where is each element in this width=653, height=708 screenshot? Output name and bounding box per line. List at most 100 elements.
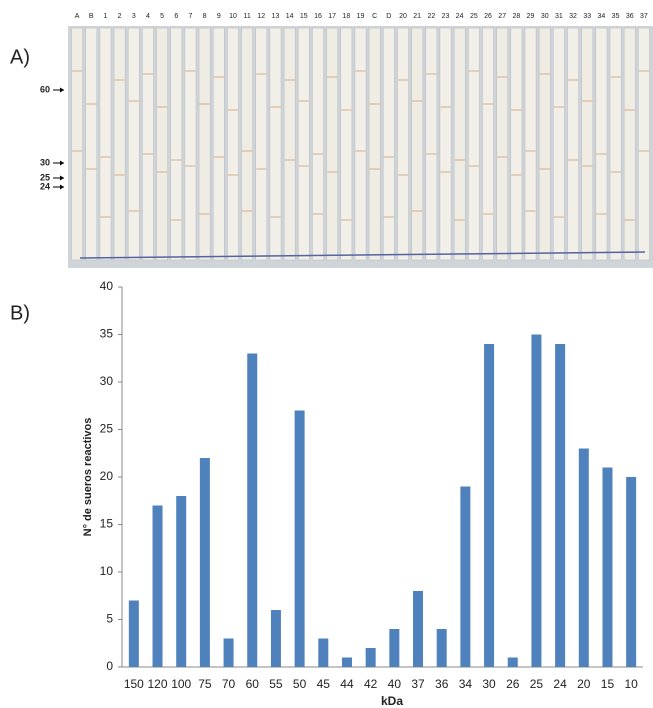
strip bbox=[113, 27, 126, 261]
band bbox=[638, 70, 649, 72]
band bbox=[199, 213, 210, 215]
x-tick-label: 45 bbox=[317, 677, 331, 691]
x-tick-label: 24 bbox=[553, 677, 567, 691]
band bbox=[284, 159, 295, 161]
strip bbox=[198, 27, 211, 261]
band bbox=[567, 79, 579, 81]
band bbox=[624, 109, 635, 111]
bar bbox=[152, 505, 163, 667]
band bbox=[227, 174, 239, 176]
lane-label: 37 bbox=[640, 13, 648, 20]
strip bbox=[297, 27, 310, 261]
strip bbox=[212, 27, 225, 261]
band bbox=[638, 150, 649, 152]
bar bbox=[555, 344, 566, 667]
band bbox=[185, 165, 196, 167]
bar bbox=[176, 496, 187, 667]
strip bbox=[581, 27, 594, 261]
bar bbox=[247, 353, 258, 667]
marker-label: 30 bbox=[40, 157, 50, 167]
strip bbox=[241, 27, 254, 261]
band bbox=[596, 213, 607, 215]
strip bbox=[538, 27, 551, 261]
band bbox=[412, 100, 423, 102]
lane-label: 10 bbox=[229, 13, 237, 20]
band bbox=[383, 156, 394, 158]
band bbox=[72, 70, 83, 72]
lane-label: 13 bbox=[272, 13, 280, 20]
band bbox=[213, 156, 224, 158]
strip bbox=[269, 27, 282, 261]
band bbox=[284, 79, 295, 81]
bar bbox=[294, 410, 305, 667]
x-tick-label: 100 bbox=[171, 677, 191, 691]
y-tick-label: 0 bbox=[106, 659, 113, 673]
strip bbox=[482, 27, 494, 261]
band bbox=[383, 216, 394, 218]
y-axis-label: N° de sueros reactivos bbox=[82, 418, 94, 537]
strip bbox=[340, 27, 353, 261]
lane-label: A bbox=[75, 13, 80, 20]
band bbox=[539, 73, 550, 75]
strip bbox=[595, 27, 608, 261]
bar bbox=[413, 591, 424, 667]
band bbox=[610, 76, 621, 78]
lane-label: 23 bbox=[442, 13, 450, 20]
band bbox=[468, 70, 479, 72]
band bbox=[270, 216, 281, 218]
bar bbox=[318, 638, 329, 667]
band bbox=[582, 100, 593, 102]
strip bbox=[567, 27, 579, 261]
dye-front bbox=[79, 251, 646, 259]
strip bbox=[638, 27, 650, 261]
band bbox=[312, 213, 324, 215]
band bbox=[511, 174, 522, 176]
strip bbox=[382, 27, 395, 261]
band bbox=[454, 159, 465, 161]
strip bbox=[368, 27, 381, 261]
band bbox=[582, 165, 593, 167]
x-tick-label: 50 bbox=[293, 677, 307, 691]
band bbox=[355, 150, 366, 152]
lane-label: B bbox=[89, 13, 94, 20]
marker-arrowhead bbox=[60, 160, 64, 166]
band bbox=[525, 150, 536, 152]
strip bbox=[609, 27, 622, 261]
strip bbox=[156, 27, 168, 261]
strip bbox=[553, 27, 565, 261]
marker-arrowhead bbox=[60, 87, 64, 93]
x-tick-label: 10 bbox=[624, 677, 638, 691]
panel-label: B) bbox=[10, 302, 30, 324]
strip bbox=[623, 27, 636, 261]
x-tick-label: 75 bbox=[198, 677, 212, 691]
band bbox=[397, 174, 409, 176]
y-tick-label: 40 bbox=[100, 279, 114, 293]
band bbox=[412, 210, 423, 212]
lane-label: 9 bbox=[217, 13, 221, 20]
band bbox=[369, 103, 380, 105]
lane-label: 32 bbox=[569, 13, 577, 20]
marker-arrowhead bbox=[60, 175, 64, 181]
bar bbox=[436, 629, 447, 667]
x-axis-label: kDa bbox=[381, 694, 403, 708]
bar bbox=[270, 610, 281, 667]
band bbox=[482, 213, 494, 215]
x-tick-label: 37 bbox=[411, 677, 425, 691]
strip bbox=[127, 27, 140, 261]
strip bbox=[411, 27, 424, 261]
bar bbox=[223, 638, 234, 667]
lane-label: 28 bbox=[512, 13, 520, 20]
x-tick-label: 40 bbox=[388, 677, 402, 691]
bar bbox=[507, 657, 518, 667]
lane-label: 36 bbox=[626, 13, 634, 20]
y-tick-label: 35 bbox=[100, 327, 114, 341]
lane-label: 29 bbox=[527, 13, 535, 20]
band bbox=[227, 109, 239, 111]
band bbox=[567, 159, 579, 161]
bar bbox=[531, 334, 542, 667]
lane-label: 6 bbox=[174, 13, 178, 20]
band bbox=[128, 100, 139, 102]
band bbox=[242, 210, 253, 212]
strip bbox=[99, 27, 112, 261]
